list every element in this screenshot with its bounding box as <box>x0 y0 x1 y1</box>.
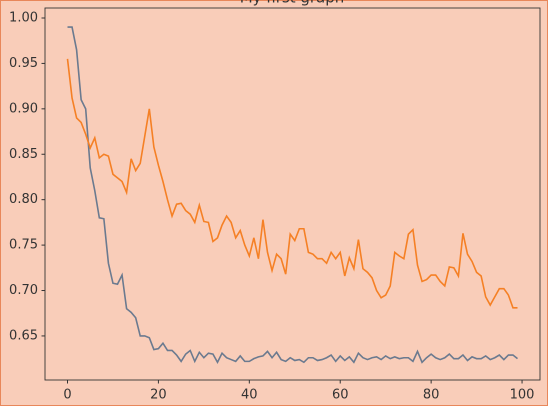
plot-area <box>45 8 540 380</box>
axes-frame <box>44 7 541 381</box>
x-tick-label: 60 <box>332 388 349 403</box>
chart-title: My first graph <box>240 0 345 7</box>
x-tick-label: 80 <box>423 388 440 403</box>
y-tick-label: 0.75 <box>9 238 38 253</box>
series-line <box>67 26 518 364</box>
y-tick-label: 0.95 <box>9 56 38 71</box>
x-tick-label: 100 <box>510 388 535 403</box>
x-tick-label: 40 <box>241 388 258 403</box>
y-tick-label: 0.90 <box>9 101 38 116</box>
y-tick-label: 0.65 <box>9 328 38 343</box>
x-tick-label: 0 <box>63 388 71 403</box>
series-line <box>66 58 518 309</box>
y-tick-label: 0.80 <box>9 192 38 207</box>
y-tick-label: 0.85 <box>9 147 38 162</box>
y-tick-label: 0.70 <box>9 283 38 298</box>
x-tick-label: 20 <box>150 388 167 403</box>
y-tick-label: 1.00 <box>9 10 38 25</box>
